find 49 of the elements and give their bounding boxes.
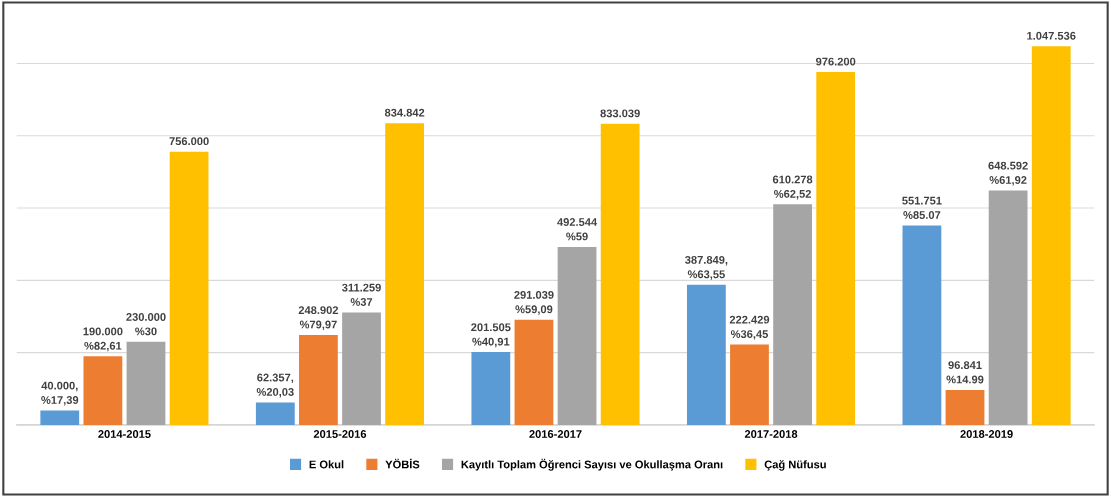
bar	[514, 319, 554, 425]
x-tick-label: 2016-2017	[529, 430, 582, 438]
x-tick-label: 2014-2015	[98, 430, 151, 438]
legend-label: Kayıtlı Toplam Öğrenci Sayısı ve Okullaşma Oranı	[461, 458, 723, 471]
data-label: 311.259 %37	[342, 283, 381, 306]
data-label: 610.278 %62,52	[772, 175, 813, 200]
bar	[169, 151, 209, 425]
bar	[686, 284, 726, 425]
data-label: 222.429 %36,45	[729, 315, 770, 340]
data-label: 248.902 %79,97	[298, 306, 339, 331]
data-label: 492.544 %59	[557, 218, 598, 241]
data-label: 833.039	[600, 109, 640, 118]
bar	[342, 312, 381, 425]
data-label: 387.849, %63,55	[685, 255, 728, 280]
data-label: 230.000 %30	[126, 313, 166, 336]
bar	[816, 72, 856, 425]
bar	[299, 334, 338, 425]
bar	[40, 410, 80, 425]
data-label: 190.000 %82,61	[83, 327, 123, 352]
data-label: 62.357, %20,03	[256, 373, 294, 398]
bar	[126, 341, 166, 425]
bar	[945, 389, 985, 425]
x-tick-label: 2015-2016	[313, 430, 367, 438]
bar	[385, 123, 425, 425]
bar	[471, 352, 511, 425]
bar	[83, 356, 123, 425]
data-label: 291.039 %59,09	[514, 290, 554, 315]
x-tick-label: 2018-2019	[960, 430, 1013, 438]
bar	[600, 123, 640, 425]
data-label: 96.841 %14.99	[946, 361, 984, 384]
bar	[557, 246, 597, 425]
legend-label: Çağ Nüfusu	[764, 460, 826, 471]
data-label: 551.751 %85.07	[902, 196, 942, 219]
bar	[902, 225, 942, 425]
data-label: 40.000, %17,39	[41, 381, 79, 406]
bar	[255, 402, 295, 425]
bar	[730, 344, 769, 425]
legend-label: E Okul	[309, 460, 344, 469]
data-label: 201.505 %40,91	[471, 323, 511, 348]
bar	[773, 204, 812, 425]
data-label: 756.000	[169, 137, 209, 146]
data-label: 834.842	[384, 108, 425, 117]
bar	[1031, 46, 1071, 425]
x-tick-label: 2017-2018	[744, 430, 798, 438]
data-label: 1.047.536	[1027, 31, 1076, 40]
legend-label: YÖBİS	[385, 458, 420, 469]
bar	[988, 190, 1028, 425]
data-label: 648.592 %61,92	[988, 161, 1028, 186]
data-label: 976.200	[816, 57, 856, 66]
